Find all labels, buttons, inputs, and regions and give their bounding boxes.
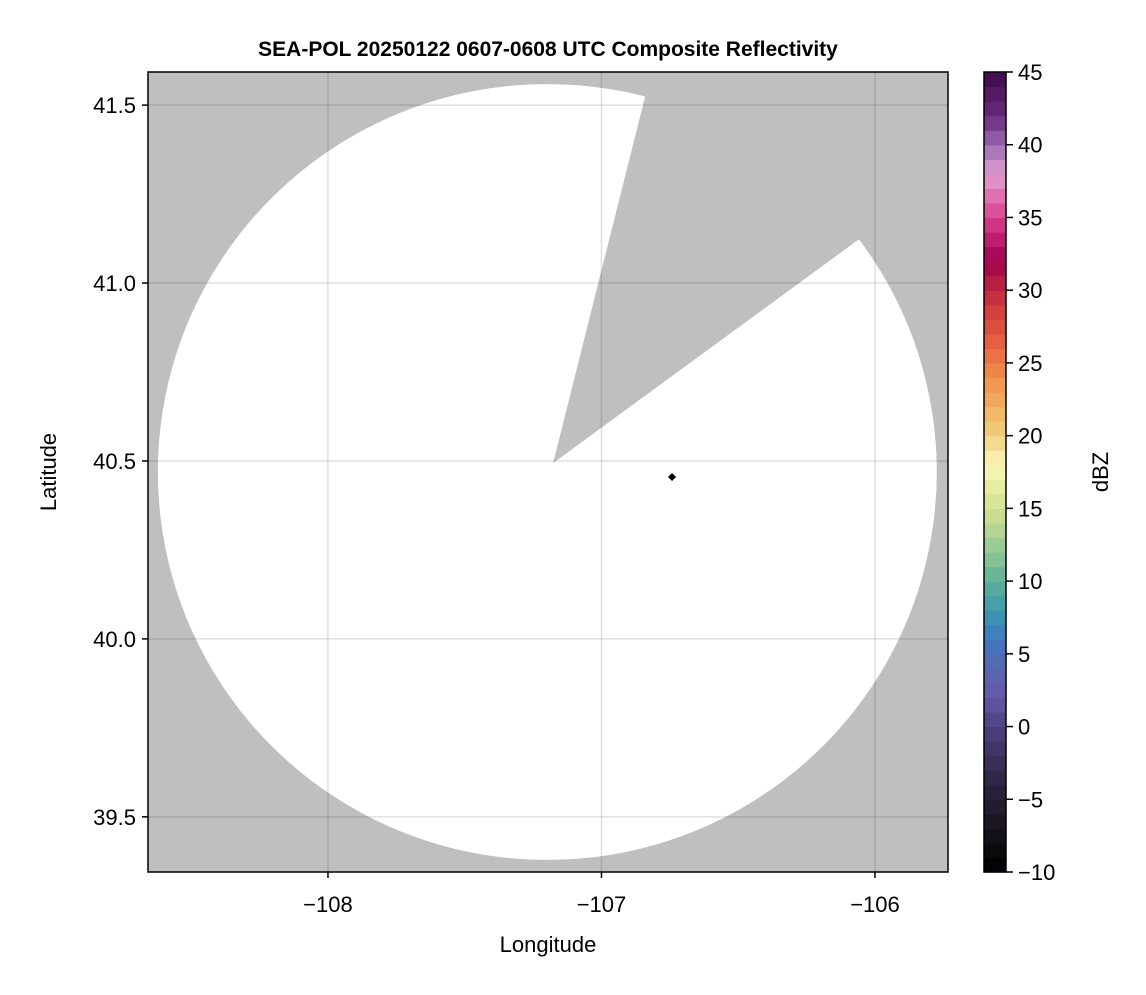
colorbar-tick-label: 40	[1018, 133, 1042, 158]
y-axis: 39.5 40.0 40.5 41.0 41.5	[93, 93, 148, 830]
colorbar-bin	[984, 668, 1006, 684]
colorbar-bin	[984, 188, 1006, 204]
radar-location-marker	[668, 472, 677, 481]
colorbar-bin	[984, 290, 1006, 306]
colorbar-bin	[984, 304, 1006, 320]
colorbar-bin	[984, 566, 1006, 582]
colorbar-bin	[984, 653, 1006, 669]
colorbar-bin	[984, 86, 1006, 102]
x-axis-label: Longitude	[500, 932, 597, 957]
x-tick-label: −106	[850, 892, 900, 917]
x-tick-label: −107	[577, 892, 627, 917]
colorbar-bin	[984, 173, 1006, 189]
y-tick-label: 40.0	[93, 627, 136, 652]
colorbar-tick-label: 5	[1018, 642, 1030, 667]
colorbar-bin	[984, 435, 1006, 451]
colorbar-bin	[984, 726, 1006, 742]
colorbar-bin	[984, 697, 1006, 713]
colorbar-bin	[984, 741, 1006, 757]
colorbar-bin	[984, 755, 1006, 771]
grid	[148, 72, 948, 872]
colorbar-bin	[984, 537, 1006, 553]
y-tick-label: 41.0	[93, 271, 136, 296]
x-axis: −108 −107 −106	[303, 872, 900, 917]
colorbar-bin	[984, 72, 1006, 88]
x-tick-label: −108	[303, 892, 353, 917]
colorbar-bin	[984, 552, 1006, 568]
colorbar-bin	[984, 464, 1006, 480]
colorbar-label: dBZ	[1088, 452, 1113, 492]
colorbar-tick-label: 35	[1018, 205, 1042, 230]
chart-title: SEA-POL 20250122 0607-0608 UTC Composite…	[258, 38, 838, 61]
colorbar-bin	[984, 857, 1006, 873]
colorbar-bin	[984, 115, 1006, 131]
colorbar-tick-label: 30	[1018, 278, 1042, 303]
colorbar-frame	[983, 71, 1007, 873]
colorbar-bin	[984, 144, 1006, 160]
y-tick-label: 39.5	[93, 805, 136, 830]
colorbar-tick-label: −10	[1018, 860, 1055, 885]
colorbar-bin	[984, 828, 1006, 844]
colorbar-tick-label: 25	[1018, 351, 1042, 376]
colorbar-bin	[984, 246, 1006, 262]
colorbar-bin	[984, 624, 1006, 640]
colorbar-tick-label: 15	[1018, 496, 1042, 521]
colorbar-bin	[984, 712, 1006, 728]
colorbar-bin	[984, 479, 1006, 495]
colorbar-bin	[984, 493, 1006, 509]
colorbar-bin	[984, 639, 1006, 655]
colorbar-bin	[984, 508, 1006, 524]
colorbar: −10 −5 0 5 10 15 20 25 30 35 40 45	[983, 60, 1055, 885]
plot-area	[148, 72, 948, 872]
colorbar-bin	[984, 362, 1006, 379]
colorbar-bin	[984, 348, 1006, 364]
colorbar-bin	[984, 842, 1006, 859]
colorbar-bin	[984, 202, 1006, 219]
colorbar-bin	[984, 232, 1006, 248]
colorbar-bin	[984, 261, 1006, 277]
colorbar-bin	[984, 682, 1006, 699]
plot-frame	[147, 71, 949, 873]
colorbar-bin	[984, 421, 1006, 437]
colorbar-bin	[984, 770, 1006, 786]
colorbar-bin	[984, 217, 1006, 233]
colorbar-bin	[984, 595, 1006, 611]
colorbar-tick-label: 20	[1018, 424, 1042, 449]
colorbar-bin	[984, 450, 1006, 466]
y-axis-label: Latitude	[36, 433, 61, 511]
colorbar-bin	[984, 130, 1006, 146]
colorbar-bin	[984, 784, 1006, 800]
blocked-sector	[553, 72, 948, 464]
colorbar-bin	[984, 101, 1006, 117]
colorbar-bin	[984, 275, 1006, 291]
colorbar-tick-label: −5	[1018, 787, 1043, 812]
colorbar-bin	[984, 159, 1006, 175]
colorbar-bin	[984, 610, 1006, 626]
colorbar-bin	[984, 522, 1006, 539]
colorbar-tick-label: 0	[1018, 715, 1030, 740]
y-tick-label: 41.5	[93, 93, 136, 118]
colorbar-bin	[984, 333, 1006, 349]
colorbar-bin	[984, 406, 1006, 422]
colorbar-bin	[984, 319, 1006, 335]
colorbar-tick-label: 45	[1018, 60, 1042, 85]
y-tick-label: 40.5	[93, 449, 136, 474]
colorbar-bin	[984, 799, 1006, 815]
colorbar-bin	[984, 813, 1006, 829]
colorbar-tick-label: 10	[1018, 569, 1042, 594]
colorbar-bin	[984, 392, 1006, 408]
colorbar-bin	[984, 581, 1006, 597]
colorbar-bin	[984, 377, 1006, 393]
